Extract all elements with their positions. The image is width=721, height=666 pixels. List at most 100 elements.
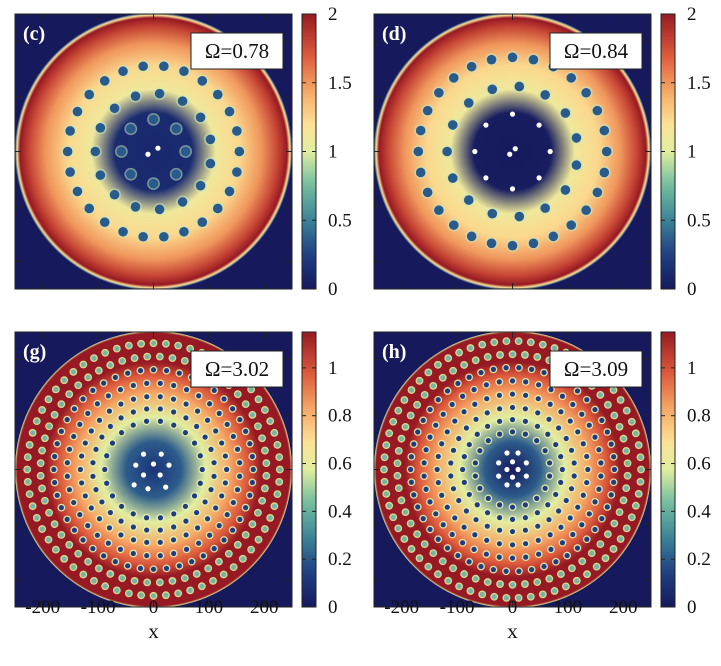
vortex-core <box>414 402 420 408</box>
vortex-core <box>584 453 590 460</box>
vortex-core <box>112 559 118 565</box>
vortex-core <box>259 435 265 441</box>
vortex-core <box>204 417 211 423</box>
colorbar-tick-label: 0.5 <box>328 210 352 231</box>
colorbar-tick-label: 0.5 <box>687 210 711 231</box>
vortex-core <box>546 517 552 523</box>
vortex-core <box>157 579 163 585</box>
x-tick-label: -200 <box>25 597 60 618</box>
x-axes: -200 -100 0 100 200 x -200 -100 0 100 200 x <box>25 597 637 643</box>
vortex-core <box>423 447 429 453</box>
vortex-core <box>71 433 77 440</box>
vortex-core <box>545 431 551 437</box>
vortex-core <box>71 406 77 412</box>
colorbar-tick-label: 1 <box>687 358 697 379</box>
vortex-core <box>581 205 591 216</box>
vortex-core <box>157 380 163 386</box>
vortex-core <box>130 396 137 402</box>
vortex-core <box>234 446 241 452</box>
x-axis-label: x <box>507 619 518 643</box>
central-vortex-marker <box>536 175 542 181</box>
vortex-core <box>99 434 105 440</box>
vortex-core <box>131 355 138 361</box>
vortex-core <box>411 441 417 447</box>
vortex-core <box>564 552 570 559</box>
vortex-core <box>407 466 414 473</box>
vortex-core <box>183 387 190 393</box>
vortex-core <box>422 392 428 398</box>
vortex-core <box>104 480 110 486</box>
x-tick-label: 100 <box>195 597 224 618</box>
vortex-core <box>522 406 529 412</box>
vortex-core <box>105 393 111 399</box>
vortex-core <box>395 525 401 531</box>
vortex-core <box>604 504 610 510</box>
vortex-core <box>611 412 617 419</box>
vortex-core <box>230 527 236 533</box>
vortex-core <box>208 487 214 493</box>
vortex-core <box>249 479 255 486</box>
vortex-core <box>191 440 198 446</box>
vortex-core <box>243 532 249 538</box>
vortex-core <box>444 545 451 551</box>
vortex-core <box>396 448 402 454</box>
vortex-core <box>205 134 216 145</box>
vortex-core <box>88 428 94 434</box>
vortex-core <box>205 158 216 169</box>
vortex-core <box>408 520 414 527</box>
vortex-core <box>638 466 644 473</box>
vortex-core <box>163 368 170 374</box>
vortex-core <box>479 591 485 598</box>
vortex-core <box>522 502 528 508</box>
vortex-core <box>94 532 100 538</box>
vortex-core <box>435 571 441 577</box>
vortex-core <box>179 226 189 237</box>
vortex-core <box>416 555 423 561</box>
vortex-core <box>514 81 525 92</box>
vortex-core <box>248 386 254 392</box>
vortex-core <box>197 453 203 459</box>
vortex-core <box>106 525 113 531</box>
vortex-core <box>212 203 223 214</box>
vortex-core <box>262 526 268 532</box>
vortex-core <box>523 379 529 385</box>
central-vortex-marker <box>131 482 137 488</box>
vortex-core <box>118 415 124 421</box>
vortex-core <box>434 205 444 216</box>
vortex-core <box>516 365 522 371</box>
vortex-core <box>255 396 262 402</box>
vortex-core <box>216 523 222 529</box>
vortex-core <box>259 498 265 504</box>
colorbar-tick-label: 1 <box>328 358 338 379</box>
vortex-core <box>581 87 591 98</box>
vortex-core <box>144 380 150 386</box>
colorbar-tick-label: 1 <box>328 142 338 163</box>
vortex-core <box>534 438 540 444</box>
omega-label: Ω=0.84 <box>564 39 629 63</box>
vortex-core <box>444 504 450 510</box>
vortex-core <box>224 512 230 518</box>
vortex-core <box>159 231 169 242</box>
vortex-core <box>150 593 157 599</box>
vortex-core <box>422 105 433 116</box>
vortex-core <box>180 146 191 157</box>
vortex-core <box>427 526 433 533</box>
vortex-core <box>118 401 124 407</box>
vortex-core <box>163 592 169 598</box>
vortex-core <box>187 346 193 352</box>
vortex-core <box>171 422 177 428</box>
vortex-core <box>444 388 451 394</box>
vortex-core <box>210 578 216 584</box>
vortex-core <box>42 435 48 441</box>
vortex-core <box>503 568 509 574</box>
vortex-core <box>461 409 467 415</box>
vortex-core <box>592 499 598 505</box>
vortex-core <box>70 369 76 375</box>
vortex-core <box>584 571 590 577</box>
vortex-core <box>243 401 249 407</box>
vortex-core <box>461 479 467 486</box>
vortex-core <box>450 486 457 492</box>
vortex-core <box>637 479 644 485</box>
vortex-core <box>599 516 605 522</box>
vortex-core <box>484 523 490 529</box>
